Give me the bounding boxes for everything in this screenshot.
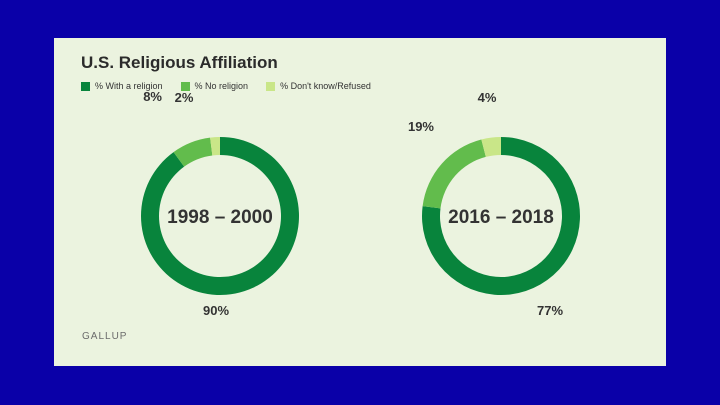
donut-1-segment-dont-know <box>210 137 220 156</box>
legend-item-with-religion: % With a religion <box>81 81 163 91</box>
donut-2-value-label-no-religion: 19% <box>408 119 434 134</box>
donut-2-center-label: 2016 – 2018 <box>448 207 554 228</box>
donut-1-value-label-no-religion: 8% <box>143 89 162 104</box>
legend-item-dont-know: % Don't know/Refused <box>266 81 371 91</box>
chart-card: U.S. Religious Affiliation % With a reli… <box>54 38 666 366</box>
donut-2-segment-dont-know <box>481 137 501 157</box>
chart-title: U.S. Religious Affiliation <box>81 53 278 72</box>
legend-swatch-no-religion <box>180 81 190 91</box>
donut-1-value-label-dont-know: 2% <box>175 90 194 105</box>
legend-item-no-religion: % No religion <box>180 81 249 91</box>
donut-1-segment-no-religion <box>173 137 213 167</box>
donut-1-value-label-with-religion: 90% <box>203 303 229 318</box>
legend-swatch-with-religion <box>81 81 90 91</box>
donut-charts: 1998 – 2000 90% 8% 2% 2016 – 2018 77% 19% 4% <box>141 89 580 318</box>
donut-2-value-label-dont-know: 4% <box>478 90 497 105</box>
donut-1-center-label: 1998 – 2000 <box>167 207 273 228</box>
legend-label-no-religion: % No religion <box>194 81 249 91</box>
donut-2-segment-no-religion <box>422 139 486 209</box>
legend-label-dont-know: % Don't know/Refused <box>280 81 371 91</box>
source-credit: GALLUP <box>82 331 128 342</box>
legend-label-with-religion: % With a religion <box>95 81 163 91</box>
legend: % With a religion % No religion % Don't … <box>81 81 389 91</box>
legend-swatch-dont-know <box>266 81 276 91</box>
donut-2-value-label-with-religion: 77% <box>537 303 563 318</box>
